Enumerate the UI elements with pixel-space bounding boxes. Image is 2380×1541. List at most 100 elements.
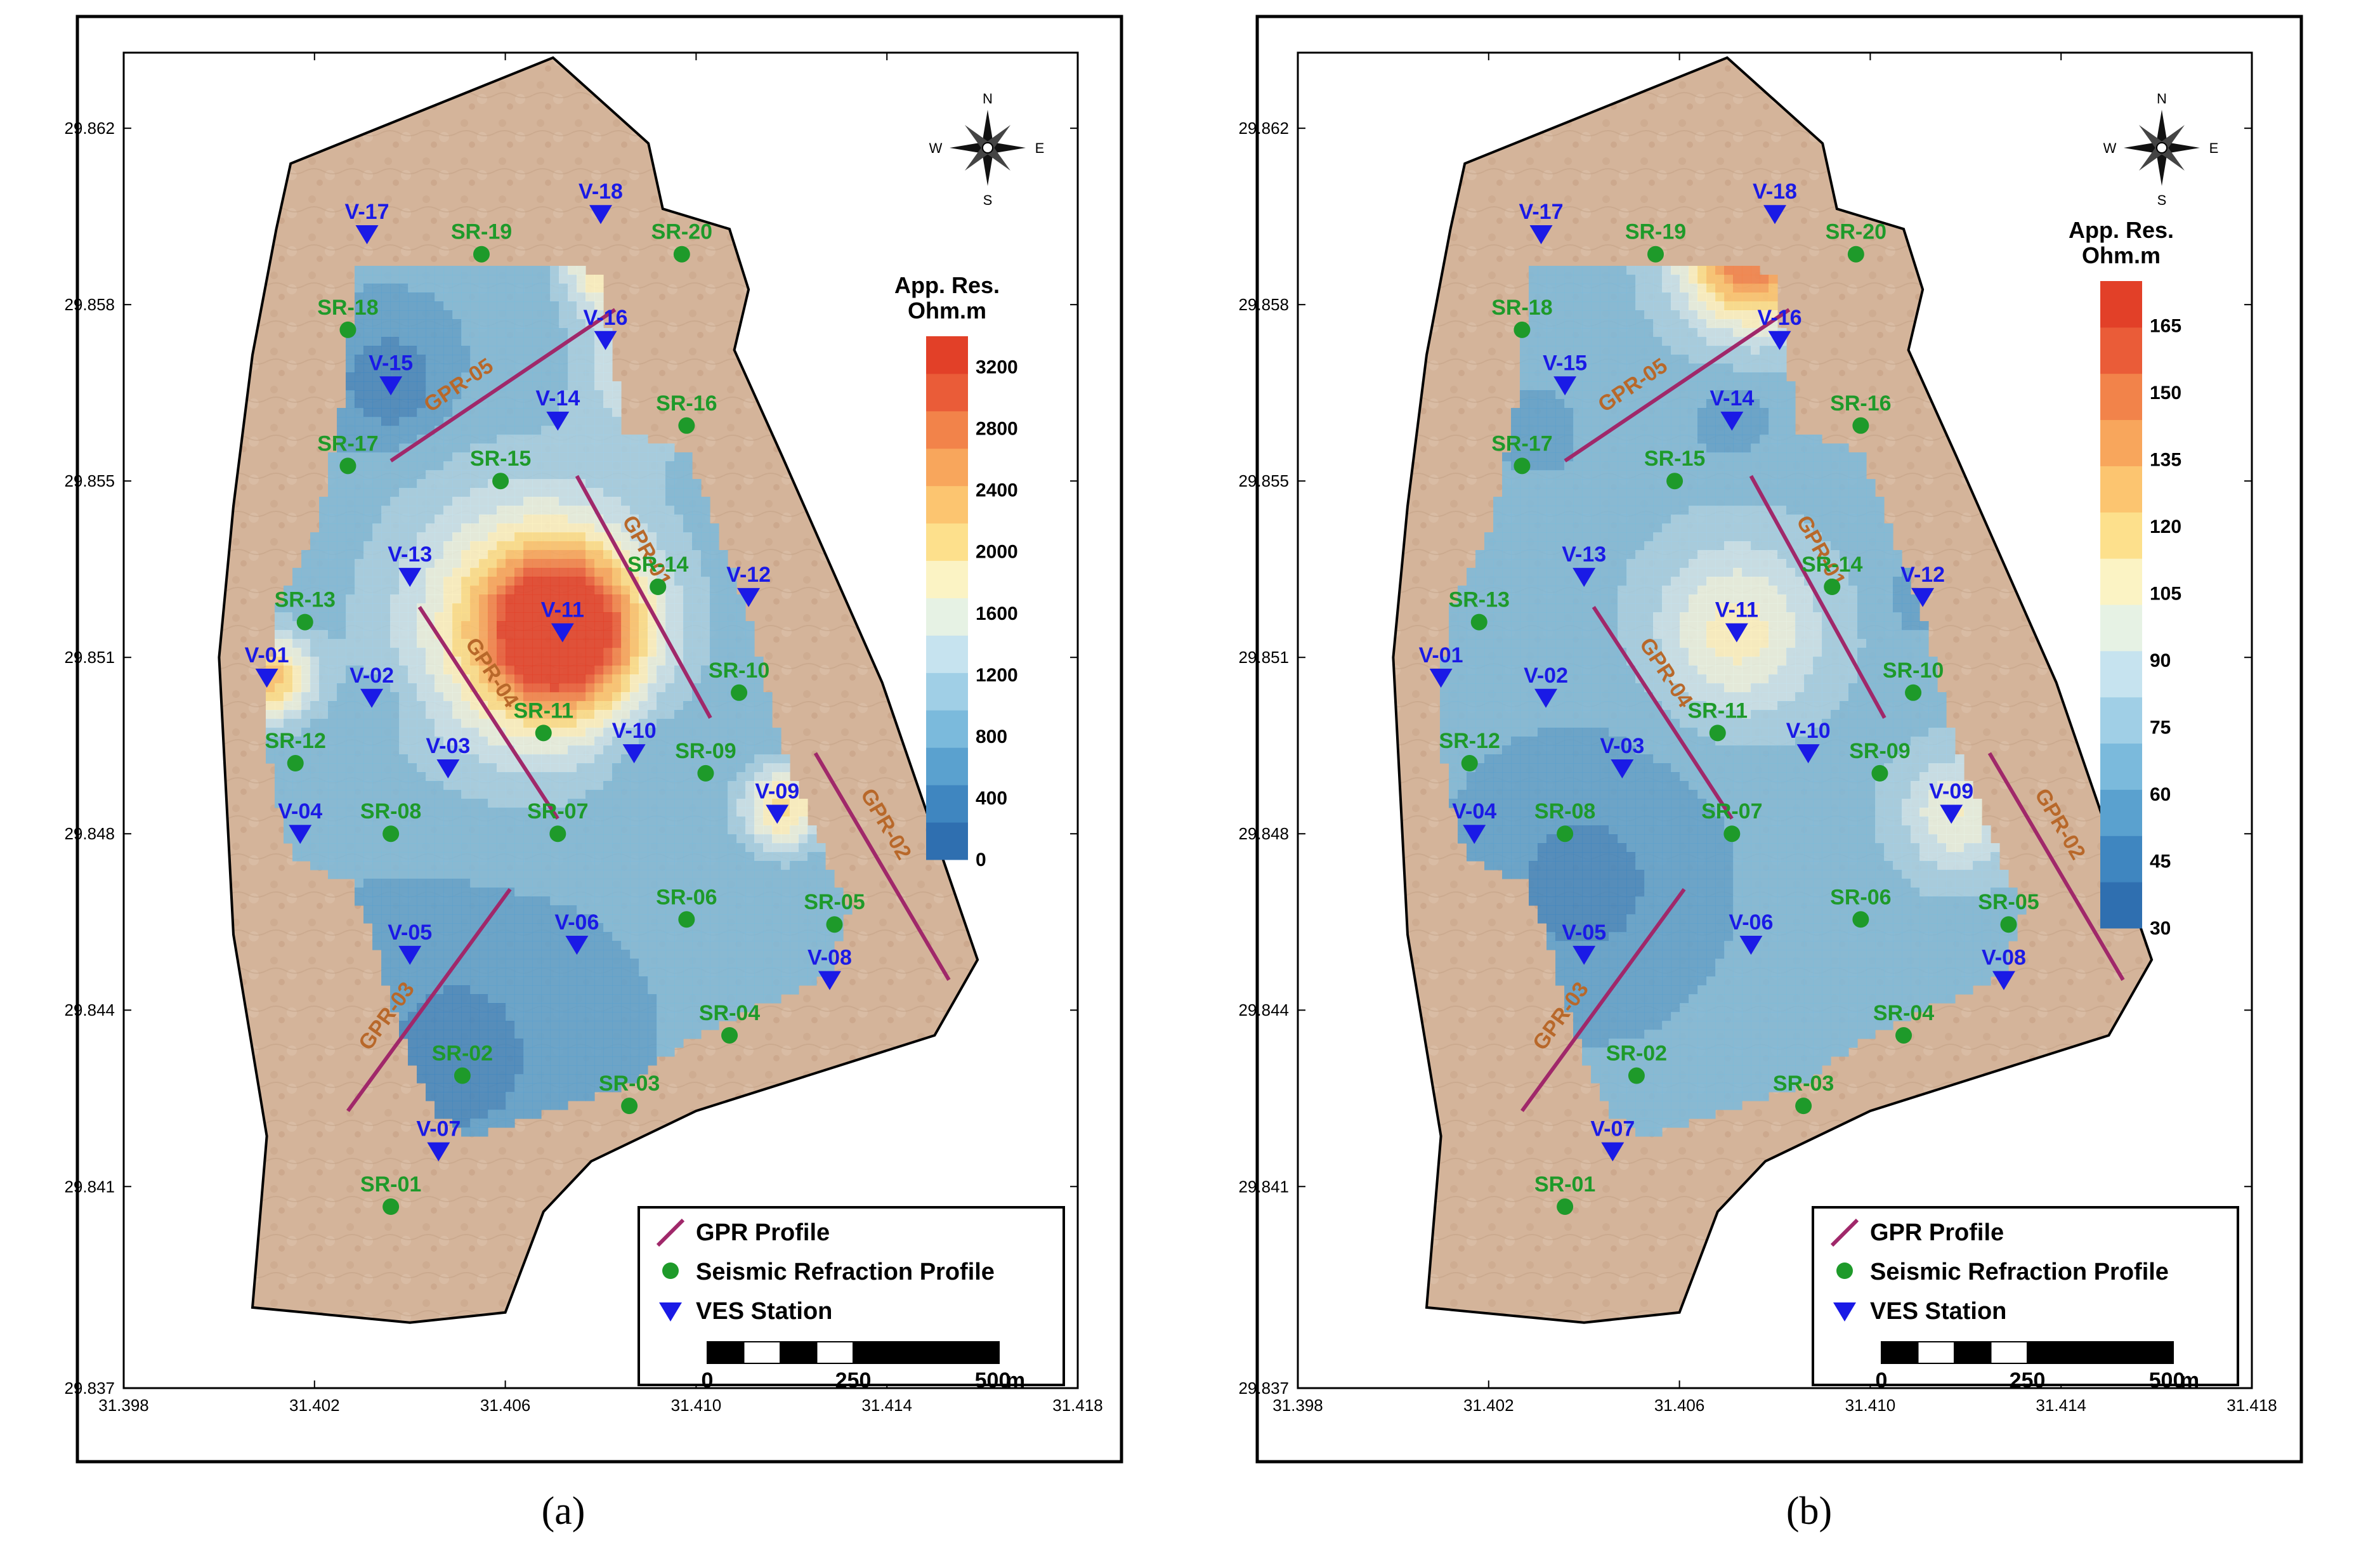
colorbar-segment xyxy=(926,598,968,636)
field-cell xyxy=(568,1065,577,1075)
field-cell xyxy=(506,639,515,648)
field-cell xyxy=(363,861,373,870)
field-cell xyxy=(479,799,488,808)
field-cell xyxy=(550,950,559,959)
colorbar-segment xyxy=(926,336,968,374)
field-cell xyxy=(585,452,595,462)
field-cell xyxy=(541,1003,551,1013)
field-cell xyxy=(399,559,409,568)
field-cell xyxy=(736,630,746,639)
field-cell xyxy=(390,905,400,915)
field-cell xyxy=(585,1047,595,1057)
field-cell xyxy=(736,843,746,853)
field-cell xyxy=(657,950,666,959)
field-cell xyxy=(479,888,488,897)
field-cell xyxy=(417,452,426,462)
field-cell xyxy=(514,896,524,906)
field-cell xyxy=(639,861,648,870)
field-cell xyxy=(550,1056,559,1066)
field-cell xyxy=(532,967,542,977)
field-cell xyxy=(763,967,773,977)
field-cell xyxy=(1493,506,1503,515)
field-cell xyxy=(719,781,728,790)
field-cell xyxy=(435,577,444,586)
field-cell xyxy=(452,683,462,693)
field-cell xyxy=(452,381,462,391)
field-cell xyxy=(692,488,702,497)
y-tick-label: 29.855 xyxy=(1238,471,1289,490)
field-cell xyxy=(523,683,533,693)
colorbar-segment xyxy=(926,672,968,711)
field-cell xyxy=(363,470,373,480)
field-cell xyxy=(665,843,675,853)
field-cell xyxy=(435,266,444,275)
field-cell xyxy=(319,639,329,648)
field-cell xyxy=(630,701,639,711)
field-cell xyxy=(426,888,435,897)
field-cell xyxy=(355,648,364,657)
field-cell xyxy=(612,559,622,568)
field-cell xyxy=(399,639,409,648)
field-cell xyxy=(1520,559,1529,568)
seismic-point-label: SR-20 xyxy=(651,220,712,244)
field-cell xyxy=(523,754,533,764)
field-cell xyxy=(390,408,400,417)
field-cell xyxy=(1502,515,1512,524)
field-cell xyxy=(1520,737,1529,746)
field-cell xyxy=(523,470,533,480)
field-cell xyxy=(506,790,515,799)
field-cell xyxy=(559,284,568,293)
field-cell xyxy=(532,763,542,773)
field-cell xyxy=(612,461,622,471)
field-cell xyxy=(532,612,542,622)
field-cell xyxy=(292,790,302,799)
field-cell xyxy=(1511,754,1520,764)
field-cell xyxy=(648,497,657,506)
field-cell xyxy=(781,888,790,897)
field-cell xyxy=(1529,603,1538,613)
field-cell xyxy=(1538,319,1547,329)
field-cell xyxy=(363,763,373,773)
field-cell xyxy=(1511,870,1520,879)
field-cell xyxy=(284,701,293,711)
field-cell xyxy=(443,941,453,950)
field-cell xyxy=(390,967,400,977)
field-cell xyxy=(452,532,462,542)
field-cell xyxy=(408,710,417,719)
field-cell xyxy=(426,337,435,346)
field-cell xyxy=(488,1030,497,1039)
field-cell xyxy=(532,337,542,346)
field-cell xyxy=(541,1047,551,1057)
field-cell xyxy=(408,390,417,400)
field-cell xyxy=(674,825,684,835)
field-cell xyxy=(488,630,497,639)
field-cell xyxy=(470,967,480,977)
field-cell xyxy=(532,843,542,853)
field-cell xyxy=(585,967,595,977)
field-cell xyxy=(1493,674,1503,684)
field-cell xyxy=(603,559,613,568)
field-cell xyxy=(514,399,524,409)
field-cell xyxy=(337,790,346,799)
field-cell xyxy=(612,692,622,702)
field-cell xyxy=(408,692,417,702)
field-cell xyxy=(435,1021,444,1030)
field-cell xyxy=(399,657,409,666)
field-cell xyxy=(665,523,675,533)
field-cell xyxy=(426,834,435,844)
field-cell xyxy=(728,932,737,941)
field-cell xyxy=(390,932,400,941)
field-cell xyxy=(763,692,773,702)
field-cell xyxy=(514,488,524,497)
field-cell xyxy=(390,976,400,986)
field-cell xyxy=(710,799,719,808)
field-cell xyxy=(399,967,409,977)
field-cell xyxy=(443,488,453,497)
field-cell xyxy=(497,364,506,373)
field-cell xyxy=(603,994,613,1004)
field-cell xyxy=(452,1101,462,1110)
field-cell xyxy=(1475,719,1485,728)
field-cell xyxy=(754,950,764,959)
field-cell xyxy=(452,941,462,950)
field-cell xyxy=(363,825,373,835)
